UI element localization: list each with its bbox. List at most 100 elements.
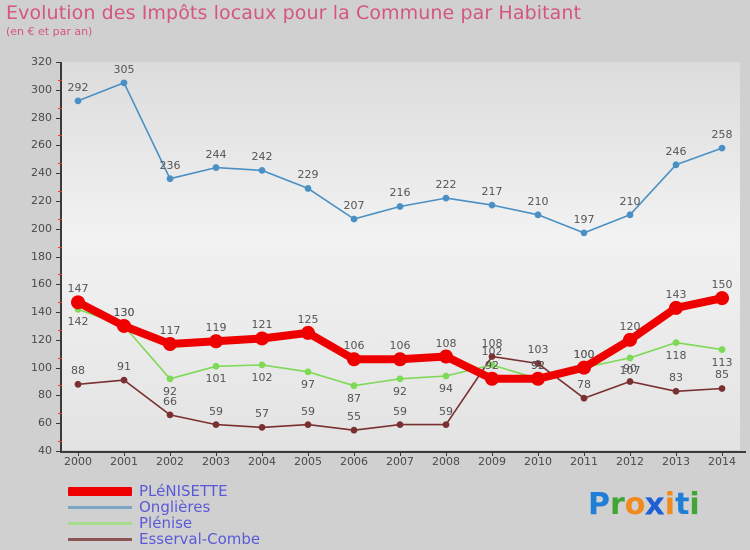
x-tick-label: 2014 — [708, 455, 736, 468]
legend-item[interactable]: Esserval-Combe — [68, 531, 260, 547]
y-tick-mark — [56, 451, 62, 452]
y-tick-label: 80 — [38, 388, 52, 402]
y-tick-label: 320 — [31, 55, 52, 68]
data-point-label: 305 — [113, 62, 135, 76]
y-tick-minor-mark — [58, 107, 62, 109]
logo-letter-i2: i — [689, 487, 700, 522]
data-point-label: 216 — [389, 186, 411, 200]
legend-item[interactable]: PLéNISETTE — [68, 483, 260, 499]
x-tick-mark — [446, 451, 447, 456]
x-tick-mark — [400, 451, 401, 456]
x-tick-label: 2003 — [202, 455, 230, 468]
data-point-label: 83 — [669, 371, 683, 385]
x-tick-mark — [584, 451, 585, 456]
data-point-label: 117 — [159, 324, 181, 338]
legend-item[interactable]: Plénise — [68, 515, 260, 531]
data-point-label: 147 — [67, 282, 89, 296]
y-tick-mark — [56, 89, 62, 91]
data-point-label: 150 — [711, 278, 733, 292]
logo-letter-x: x — [644, 486, 666, 523]
y-tick-minor-mark — [58, 302, 62, 304]
y-tick-minor-mark — [58, 441, 62, 442]
legend-item[interactable]: Onglières — [68, 499, 260, 515]
data-point-label: 292 — [67, 80, 89, 94]
y-tick-mark — [56, 256, 62, 258]
data-point-label: 100 — [573, 347, 595, 361]
y-tick-mark — [56, 173, 62, 175]
data-point-label: 142 — [67, 315, 89, 329]
y-tick-mark — [56, 145, 62, 147]
y-tick-minor-mark — [58, 163, 62, 165]
y-tick-mark — [56, 367, 62, 369]
data-point-label: 107 — [619, 363, 641, 377]
data-point-label: 106 — [343, 339, 365, 353]
y-tick-mark — [56, 228, 62, 230]
data-point-label: 217 — [481, 185, 503, 199]
x-tick-label: 2001 — [110, 455, 138, 468]
data-point-label: 197 — [573, 212, 595, 226]
x-tick-label: 2012 — [616, 455, 644, 468]
y-tick-mark — [56, 284, 62, 286]
y-tick-minor-mark — [58, 190, 62, 192]
chart-title: Evolution des Impôts locaux pour la Comm… — [6, 2, 582, 24]
x-tick-mark — [492, 451, 493, 456]
x-tick-label: 2000 — [64, 455, 92, 468]
x-tick-mark — [630, 451, 631, 456]
y-tick-label: 140 — [31, 305, 52, 319]
legend-swatch — [68, 537, 132, 541]
data-point-label: 92 — [393, 384, 407, 398]
data-point-label: 143 — [665, 287, 687, 301]
x-tick-mark — [354, 451, 355, 456]
y-tick-mark — [56, 339, 62, 341]
y-tick-minor-mark — [58, 218, 62, 220]
y-tick-label: 220 — [31, 193, 52, 207]
legend-swatch — [68, 521, 132, 525]
y-tick-minor-mark — [58, 246, 62, 248]
y-tick-minor-mark — [58, 413, 62, 415]
data-point-label: 130 — [113, 305, 135, 319]
y-tick-label: 240 — [31, 166, 52, 180]
x-tick-label: 2005 — [294, 455, 322, 468]
data-point-label: 101 — [205, 372, 227, 386]
data-point-label: 59 — [393, 404, 407, 418]
x-tick-label: 2006 — [340, 455, 368, 468]
title-block: Evolution des Impôts locaux pour la Comm… — [6, 2, 581, 38]
data-point-label: 94 — [439, 381, 453, 395]
data-point-label: 102 — [481, 344, 503, 358]
y-tick-label: 280 — [31, 110, 52, 124]
data-point-label: 258 — [711, 128, 733, 142]
data-point-label: 92 — [531, 358, 545, 372]
x-tick-label: 2004 — [248, 455, 276, 468]
legend-label: Onglières — [139, 497, 211, 516]
data-point-label: 210 — [527, 194, 549, 208]
data-point-label: 59 — [439, 404, 453, 418]
data-point-label: 87 — [347, 391, 361, 405]
data-point-label: 121 — [251, 318, 273, 332]
data-point-label: 55 — [347, 410, 361, 424]
y-tick-mark — [56, 395, 62, 397]
data-point-label: 90 — [623, 361, 637, 375]
x-tick-label: 2002 — [156, 455, 184, 468]
data-point-label: 125 — [297, 312, 319, 326]
data-point-label: 210 — [619, 194, 641, 208]
chart-subtitle: (en € et par an) — [6, 25, 93, 38]
x-tick-mark — [216, 451, 217, 456]
legend-swatch — [68, 486, 132, 496]
x-tick-mark — [676, 451, 677, 456]
data-point-label: 207 — [343, 198, 365, 212]
legend: PLéNISETTE Onglières Plénise Esserval-Combe — [68, 483, 260, 547]
data-point-label: 130 — [113, 305, 135, 319]
data-point-label: 57 — [255, 407, 269, 421]
data-point-label: 78 — [577, 378, 591, 392]
data-point-label: 103 — [527, 343, 549, 357]
data-point-label: 113 — [711, 355, 733, 369]
data-point-label: 222 — [435, 178, 457, 192]
data-point-label: 97 — [301, 377, 315, 391]
x-tick-label: 2011 — [570, 455, 598, 468]
y-tick-label: 200 — [31, 221, 52, 235]
legend-label: PLéNISETTE — [139, 481, 228, 500]
y-tick-label: 160 — [31, 277, 52, 291]
logo-letter-r: r — [610, 487, 625, 522]
y-tick-label: 260 — [31, 138, 52, 152]
